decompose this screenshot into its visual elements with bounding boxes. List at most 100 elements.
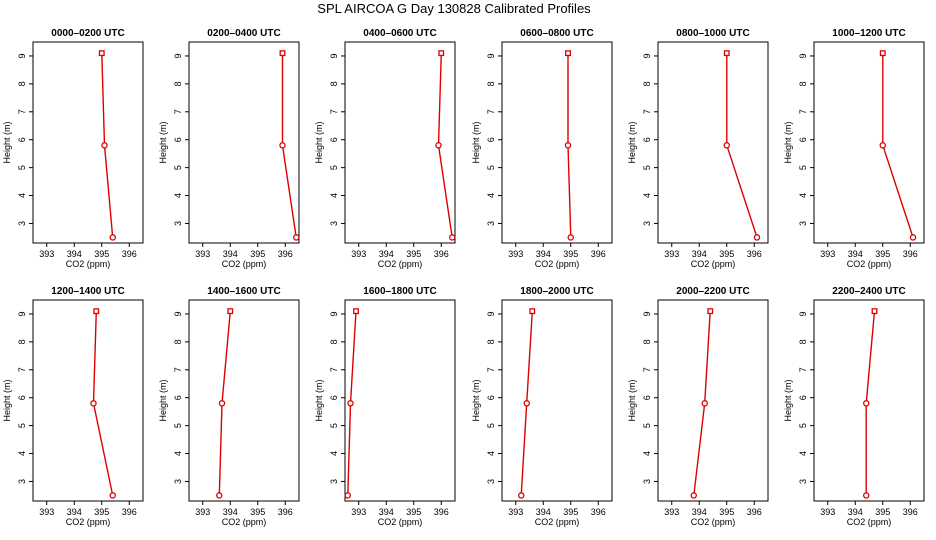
panel-title: 1400–1600 UTC xyxy=(207,286,280,297)
x-tick-label: 396 xyxy=(122,507,137,517)
x-tick-label: 395 xyxy=(94,507,109,517)
y-tick-label: 6 xyxy=(17,395,27,400)
panel-title: 2000–2200 UTC xyxy=(676,286,749,297)
figure-title: SPL AIRCOA G Day 130828 Calibrated Profi… xyxy=(317,1,591,16)
y-tick-label: 5 xyxy=(329,165,339,170)
y-axis-label: Height (m) xyxy=(627,379,637,421)
y-tick-label: 3 xyxy=(798,221,808,226)
data-point-square xyxy=(279,50,286,57)
panel-title: 0200–0400 UTC xyxy=(207,28,280,39)
y-tick-label: 5 xyxy=(798,165,808,170)
y-tick-label: 7 xyxy=(642,367,652,372)
y-tick-label: 6 xyxy=(798,137,808,142)
x-tick-label: 394 xyxy=(223,507,238,517)
y-tick-label: 8 xyxy=(798,81,808,86)
data-point-circle xyxy=(518,492,525,499)
y-tick-label: 7 xyxy=(798,367,808,372)
y-tick-label: 6 xyxy=(642,395,652,400)
x-axis-label: CO2 (ppm) xyxy=(378,517,423,527)
x-axis-label: CO2 (ppm) xyxy=(691,517,736,527)
y-tick-label: 9 xyxy=(642,311,652,316)
panel-2: 0200–0400 UTC 393 394 395 396 3 4 5 6 7 8 9 CO2 (ppm… xyxy=(158,28,300,269)
x-tick-label: 395 xyxy=(406,249,421,259)
data-point-circle xyxy=(564,142,572,149)
x-tick-label: 394 xyxy=(536,249,551,259)
y-tick-label: 9 xyxy=(329,53,339,58)
panel-title: 1600–1800 UTC xyxy=(363,286,436,297)
y-axis-label: Height (m) xyxy=(314,121,324,163)
x-tick-label: 396 xyxy=(903,249,918,259)
data-point-square xyxy=(93,308,100,315)
y-tick-label: 9 xyxy=(486,311,496,316)
y-tick-label: 6 xyxy=(17,137,27,142)
y-tick-label: 5 xyxy=(17,165,27,170)
y-tick-label: 5 xyxy=(798,423,808,428)
y-tick-label: 8 xyxy=(486,81,496,86)
plot-frame xyxy=(813,299,925,502)
co2-profile-line xyxy=(726,53,758,238)
y-tick-label: 5 xyxy=(486,423,496,428)
y-tick-label: 8 xyxy=(173,81,183,86)
plot-frame xyxy=(501,41,613,244)
panel-3: 0400–0600 UTC 393 394 395 396 3 4 5 6 7 8 9 CO2 (ppm… xyxy=(314,28,456,269)
data-point-square xyxy=(707,308,714,315)
x-tick-label: 393 xyxy=(39,507,54,517)
y-tick-label: 5 xyxy=(173,423,183,428)
y-tick-label: 6 xyxy=(642,137,652,142)
y-tick-label: 6 xyxy=(486,137,496,142)
x-axis-label: CO2 (ppm) xyxy=(222,517,267,527)
data-point-circle xyxy=(279,142,286,149)
plot-frame xyxy=(32,41,144,244)
data-point-circle xyxy=(344,492,351,499)
plot-frame xyxy=(188,299,300,502)
x-tick-label: 396 xyxy=(903,507,918,517)
y-tick-label: 4 xyxy=(173,451,183,456)
y-tick-label: 7 xyxy=(173,109,183,114)
x-tick-label: 393 xyxy=(351,507,366,517)
y-tick-label: 3 xyxy=(173,479,183,484)
panel-title: 0600–0800 UTC xyxy=(520,28,593,39)
plot-frame xyxy=(813,41,925,244)
y-axis-label: Height (m) xyxy=(471,379,481,421)
x-tick-label: 393 xyxy=(820,249,835,259)
x-tick-label: 394 xyxy=(379,249,394,259)
y-tick-label: 4 xyxy=(642,451,652,456)
x-axis-label: CO2 (ppm) xyxy=(535,517,580,527)
data-point-square xyxy=(871,308,878,315)
panel-title: 1800–2000 UTC xyxy=(520,286,593,297)
x-tick-label: 393 xyxy=(351,249,366,259)
data-point-circle xyxy=(523,400,531,407)
y-tick-label: 8 xyxy=(17,81,27,86)
y-tick-label: 7 xyxy=(17,109,27,114)
x-tick-label: 396 xyxy=(591,507,606,517)
y-tick-label: 5 xyxy=(329,423,339,428)
panel-8: 1400–1600 UTC 393 394 395 396 3 4 5 6 7 8 9 CO2 (ppm… xyxy=(158,286,300,527)
y-tick-label: 4 xyxy=(329,193,339,198)
data-point-circle xyxy=(292,234,300,241)
y-tick-label: 3 xyxy=(798,479,808,484)
y-axis-label: Height (m) xyxy=(471,121,481,163)
y-tick-label: 3 xyxy=(17,479,27,484)
panel-title: 1200–1400 UTC xyxy=(51,286,124,297)
data-point-square xyxy=(438,50,445,57)
plot-frame xyxy=(657,41,769,244)
x-axis-label: CO2 (ppm) xyxy=(535,259,580,269)
y-tick-label: 9 xyxy=(17,53,27,58)
plot-frame xyxy=(657,299,769,502)
y-tick-label: 3 xyxy=(642,479,652,484)
panel-5: 0800–1000 UTC 393 394 395 396 3 4 5 6 7 8 9 CO2 (ppm… xyxy=(627,28,769,269)
x-tick-label: 393 xyxy=(508,249,523,259)
y-tick-label: 4 xyxy=(329,451,339,456)
x-tick-label: 396 xyxy=(434,507,449,517)
y-tick-label: 7 xyxy=(329,109,339,114)
y-tick-label: 4 xyxy=(17,451,27,456)
data-point-square xyxy=(565,50,571,57)
panel-6: 1000–1200 UTC 393 394 395 396 3 4 5 6 7 8 9 CO2 (ppm… xyxy=(783,28,925,269)
data-point-square xyxy=(723,50,730,57)
data-point-circle xyxy=(218,400,226,407)
y-tick-label: 3 xyxy=(173,221,183,226)
data-point-circle xyxy=(753,234,761,241)
x-tick-label: 393 xyxy=(664,507,679,517)
panel-7: 1200–1400 UTC 393 394 395 396 3 4 5 6 7 8 9 CO2 (ppm… xyxy=(2,286,144,527)
